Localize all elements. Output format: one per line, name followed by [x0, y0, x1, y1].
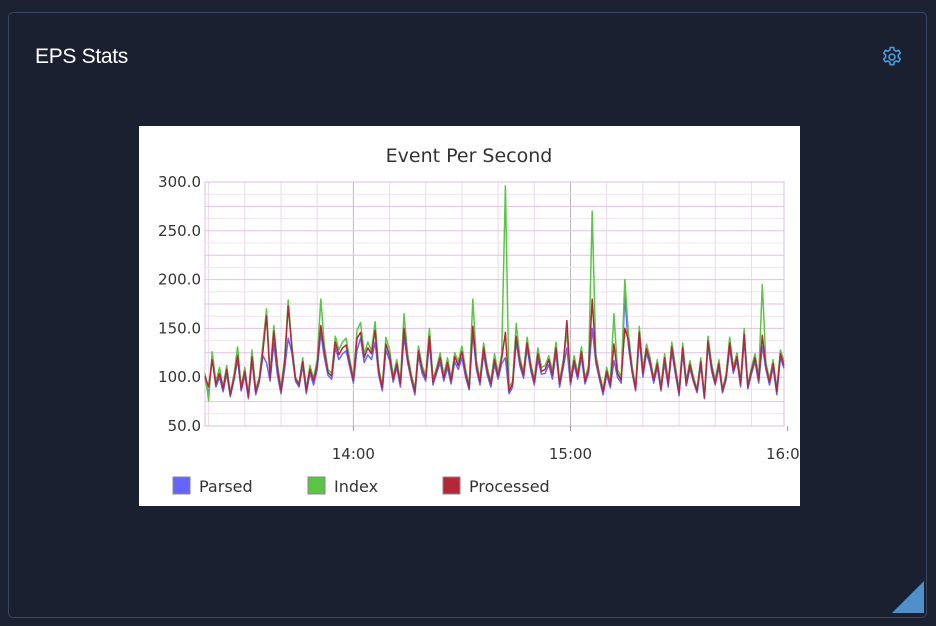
legend-label-index: Index [334, 477, 378, 496]
y-tick-label: 200.0 [158, 271, 201, 289]
eps-chart-svg: Event Per Second 50.0 100.0 150.0 200.0 250.… [158, 145, 800, 496]
x-tick-label: 14:00 [332, 445, 375, 463]
legend-swatch-parsed [172, 476, 191, 495]
eps-chart: Event Per Second 50.0 100.0 150.0 200.0 250.… [139, 126, 800, 506]
y-tick-label: 150.0 [158, 319, 201, 337]
chart-legend: Parsed Index Processed [172, 476, 550, 496]
chart-series [204, 185, 785, 402]
x-tick-label: 16:00 [766, 445, 800, 463]
legend-label-processed: Processed [469, 477, 550, 496]
resize-handle-icon[interactable] [892, 581, 924, 613]
legend-label-parsed: Parsed [199, 477, 253, 496]
x-tick-label: 15:00 [549, 445, 592, 463]
series-line-processed [204, 298, 785, 399]
y-tick-label: 50.0 [168, 417, 201, 435]
y-tick-label: 300.0 [158, 173, 201, 191]
y-axis-ticks: 50.0 100.0 150.0 200.0 250.0 300.0 [158, 173, 201, 435]
chart-title: Event Per Second [386, 145, 553, 167]
gear-icon[interactable] [880, 45, 904, 69]
y-tick-label: 100.0 [158, 368, 201, 386]
panel-title: EPS Stats [35, 45, 129, 68]
eps-stats-panel: EPS Stats Event Per Second 50.0 100.0 150.… [8, 12, 927, 618]
plot-border [204, 181, 785, 427]
legend-swatch-processed [442, 476, 461, 495]
legend-swatch-index [307, 476, 326, 495]
x-axis-ticks: 14:00 15:00 16:00 [332, 426, 800, 463]
y-tick-label: 250.0 [158, 222, 201, 240]
